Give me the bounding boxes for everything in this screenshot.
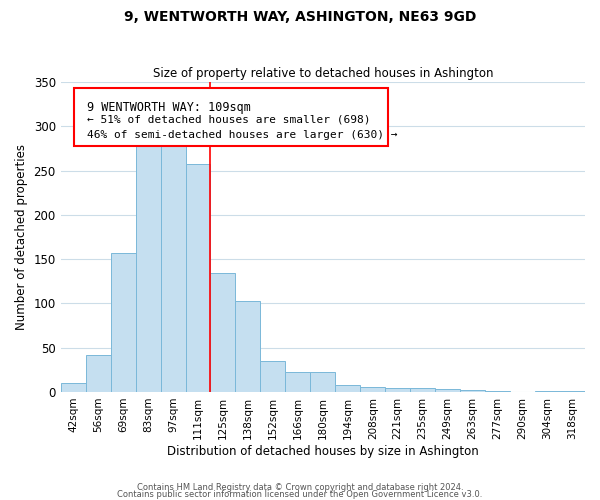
Bar [535, 391, 560, 392]
Bar [211, 274, 235, 392]
Text: 9, WENTWORTH WAY, ASHINGTON, NE63 9GD: 9, WENTWORTH WAY, ASHINGTON, NE63 9GD [124, 10, 476, 24]
Bar [360, 386, 385, 392]
Bar [260, 361, 286, 392]
Title: Size of property relative to detached houses in Ashington: Size of property relative to detached ho… [152, 66, 493, 80]
Bar [136, 144, 161, 392]
Text: ← 51% of detached houses are smaller (698): ← 51% of detached houses are smaller (69… [87, 114, 370, 124]
Bar [435, 390, 460, 392]
Bar [410, 388, 435, 392]
Text: 9 WENTWORTH WAY: 109sqm: 9 WENTWORTH WAY: 109sqm [87, 100, 251, 114]
Y-axis label: Number of detached properties: Number of detached properties [15, 144, 28, 330]
Bar [61, 383, 86, 392]
Bar [385, 388, 410, 392]
Bar [460, 390, 485, 392]
Bar [335, 385, 360, 392]
Bar [310, 372, 335, 392]
Text: Contains HM Land Registry data © Crown copyright and database right 2024.: Contains HM Land Registry data © Crown c… [137, 484, 463, 492]
Bar [161, 142, 185, 392]
Bar [286, 372, 310, 392]
Text: 46% of semi-detached houses are larger (630) →: 46% of semi-detached houses are larger (… [87, 130, 397, 140]
Bar [110, 253, 136, 392]
Bar [560, 391, 585, 392]
Bar [235, 301, 260, 392]
Bar [185, 164, 211, 392]
FancyBboxPatch shape [74, 88, 388, 146]
X-axis label: Distribution of detached houses by size in Ashington: Distribution of detached houses by size … [167, 444, 479, 458]
Bar [86, 355, 110, 392]
Bar [485, 391, 510, 392]
Text: Contains public sector information licensed under the Open Government Licence v3: Contains public sector information licen… [118, 490, 482, 499]
